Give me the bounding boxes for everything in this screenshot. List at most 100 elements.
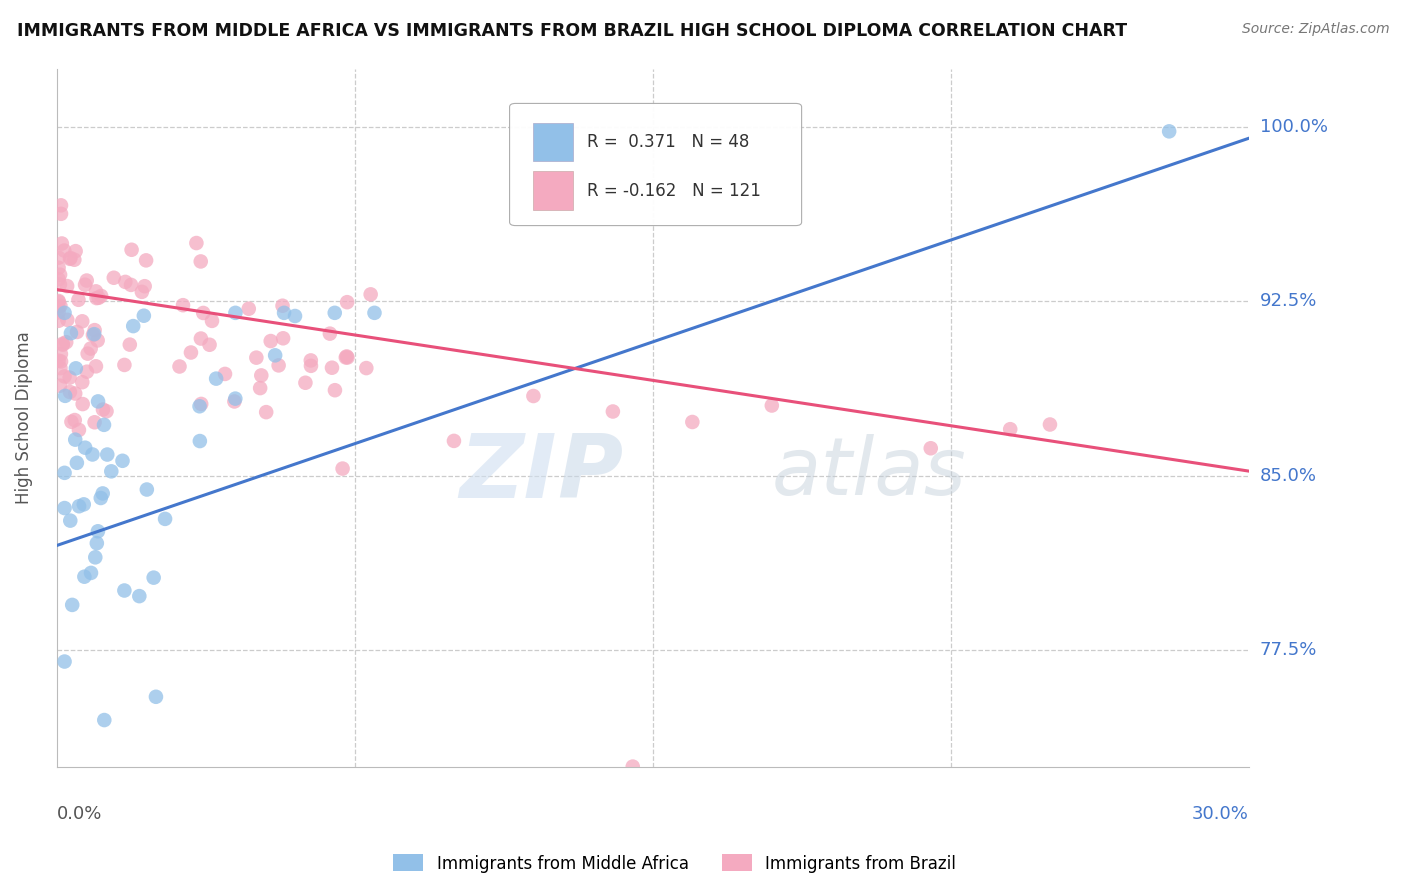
Point [112,358,135,372]
Point [48,260,70,275]
Point [65,433,87,447]
Point [188,434,211,448]
Point [264,348,287,362]
Point [52,337,75,351]
Point [336,295,359,310]
Point [118,337,141,351]
Point [319,326,342,341]
Point [53,369,76,384]
Point [55,335,77,350]
Point [205,371,228,385]
Point [66,325,89,339]
Point [83,327,105,342]
Text: 85.0%: 85.0% [1260,467,1317,484]
Point [49,378,72,392]
Point [169,359,191,374]
Point [224,392,246,406]
Point [76,346,98,360]
Point [332,461,354,475]
Point [522,389,544,403]
Point [621,759,644,773]
Point [114,275,136,289]
Point [336,350,359,364]
Point [93,713,115,727]
Point [48,353,70,368]
Point [131,285,153,299]
Text: IMMIGRANTS FROM MIDDLE AFRICA VS IMMIGRANTS FROM BRAZIL HIGH SCHOOL DIPLOMA CORR: IMMIGRANTS FROM MIDDLE AFRICA VS IMMIGRA… [17,22,1128,40]
Point [48,272,70,286]
Point [132,309,155,323]
Point [190,397,212,411]
Point [299,353,322,368]
Point [53,244,76,258]
Point [59,384,82,399]
Point [60,598,83,612]
Point [56,313,79,327]
Point [83,415,105,429]
Point [63,386,86,401]
Point [335,351,357,365]
Point [122,319,145,334]
Y-axis label: High School Diploma: High School Diploma [15,331,32,504]
Point [443,434,465,448]
Point [59,370,82,384]
Point [72,397,94,411]
Point [83,323,105,337]
Point [51,236,73,251]
Point [56,279,79,293]
Point [249,381,271,395]
Point [73,277,96,292]
Point [79,342,101,356]
Point [260,334,283,348]
Point [48,305,70,319]
Point [49,268,72,282]
Text: 30.0%: 30.0% [1192,805,1249,823]
Text: R =  0.371   N = 48: R = 0.371 N = 48 [588,133,749,151]
Point [920,442,942,456]
Point [48,301,70,315]
Point [180,345,202,359]
Point [52,336,75,351]
Point [271,299,294,313]
Point [63,413,86,427]
Point [75,441,97,455]
Point [91,402,114,417]
Point [53,306,76,320]
Text: P: P [557,430,623,516]
Point [73,570,96,584]
Point [90,289,112,303]
Point [49,347,72,361]
Point [356,361,378,376]
Point [82,447,104,461]
Point [190,254,212,268]
Text: 100.0%: 100.0% [1260,118,1327,136]
Point [761,399,783,413]
Point [201,314,224,328]
Point [273,306,295,320]
Point [87,394,110,409]
Point [96,404,118,418]
Point [67,423,90,437]
Point [103,270,125,285]
Point [59,326,82,341]
Point [67,293,90,307]
Point [76,365,98,379]
Point [254,405,277,419]
Point [84,285,107,299]
Point [59,252,82,266]
Point [63,252,86,267]
Point [70,314,93,328]
Point [53,655,76,669]
Point [214,367,236,381]
Point [602,404,624,418]
Point [86,334,108,348]
Point [53,389,76,403]
Point [135,253,157,268]
FancyBboxPatch shape [533,171,572,210]
Point [84,359,107,374]
Point [87,524,110,539]
Point [80,566,103,580]
Point [245,351,267,365]
Text: 77.5%: 77.5% [1260,641,1317,659]
Point [67,500,90,514]
